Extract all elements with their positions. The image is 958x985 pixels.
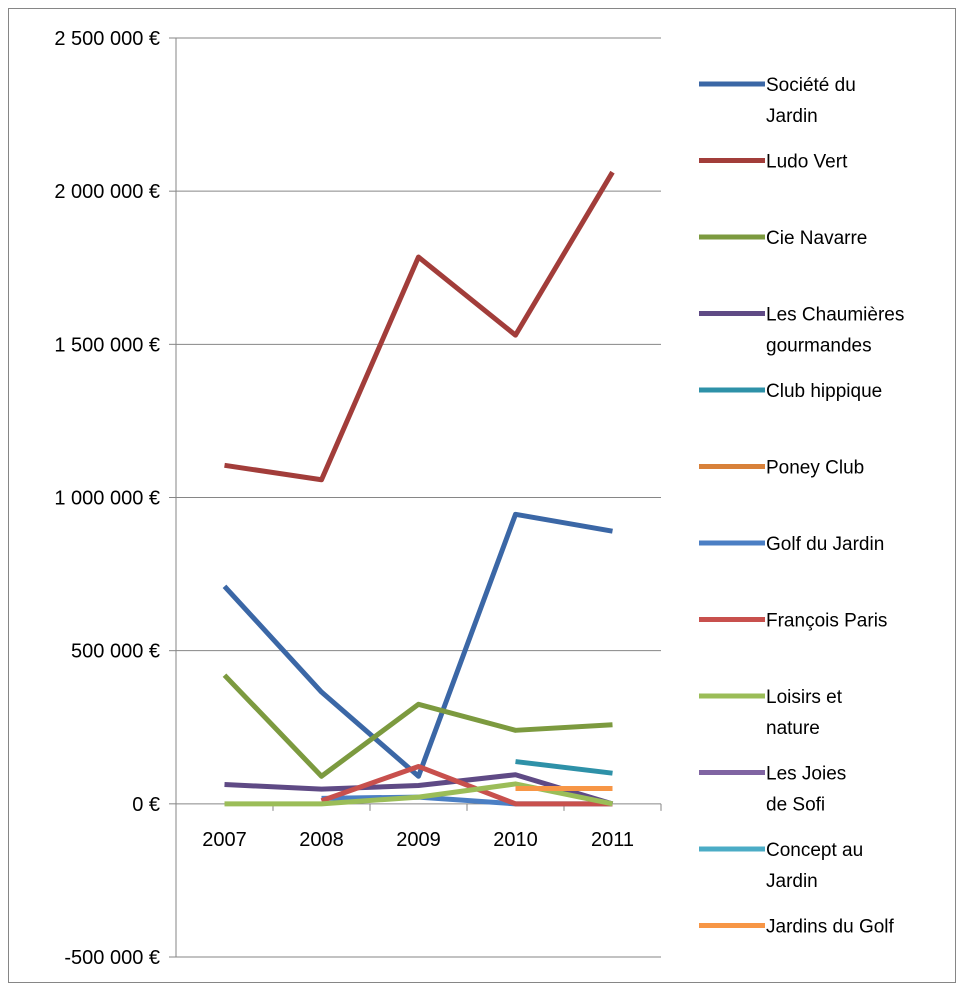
legend-label: Cie Navarre [766,228,867,249]
y-axis-tick-labels: 2 500 000 € 2 000 000 € 1 500 000 € 1 000 0… [54,28,160,969]
legend-item-cie-navarre: Cie Navarre [699,228,867,249]
legend-label: Jardin [766,106,818,127]
legend-label: Poney Club [766,458,864,479]
legend-item-francois-paris: François Paris [699,611,887,632]
series-lines [222,170,615,807]
legend-item-ludo-vert: Ludo Vert [699,152,848,173]
legend-label: Les Joies [766,764,846,785]
y-tick-label: 1 500 000 € [54,334,160,356]
legend-item-club-hippique: Club hippique [699,381,882,402]
series-line-francois-paris [320,763,613,807]
legend-label: de Sofi [766,795,825,816]
x-tick-label: 2011 [591,829,634,851]
series-line-societe-du-jardin [222,511,613,779]
legend-item-concept-au-jardin: Concept au Jardin [699,840,863,892]
legend-label: nature [766,718,820,739]
x-tick-label: 2009 [396,829,441,851]
y-tick-label: 500 000 € [71,641,160,663]
legend-item-poney-club: Poney Club [699,458,864,479]
legend-label: Société du [766,75,856,96]
legend-label: Golf du Jardin [766,534,884,555]
y-tick-label: 2 500 000 € [54,28,160,50]
legend-item-les-chaumieres-gourmandes: Les Chaumières gourmandes [699,305,904,357]
y-tick-label: -500 000 € [64,947,160,969]
x-tick-label: 2007 [202,829,247,851]
x-axis-tick-labels: 2007 2008 2009 2010 2011 [202,829,634,851]
x-tick-label: 2008 [299,829,344,851]
legend-label: Ludo Vert [766,152,848,173]
line-chart: 2 500 000 € 2 000 000 € 1 500 000 € 1 000 0… [54,28,904,969]
legend-label: gourmandes [766,336,872,357]
series-line-les-chaumieres-gourmandes [224,772,614,807]
legend-label: Concept au [766,840,863,861]
legend-item-golf-du-jardin: Golf du Jardin [699,534,884,555]
legend-item-les-joies-de-sofi: Les Joies de Sofi [699,764,846,816]
legend: Société du Jardin Ludo Vert Cie Navarre Les … [699,75,904,938]
legend-label: Jardin [766,871,818,892]
x-tick-label: 2010 [493,829,538,851]
y-tick-label: 2 000 000 € [54,181,160,203]
series-line-ludo-vert [224,170,615,483]
series-line-club-hippique [515,759,613,776]
legend-label: Loisirs et [766,687,843,708]
legend-label: Club hippique [766,381,882,402]
legend-label: Jardins du Golf [766,917,895,938]
y-tick-label: 0 € [132,794,160,816]
legend-label: Les Chaumières [766,305,904,326]
y-tick-label: 1 000 000 € [54,488,160,510]
legend-item-jardins-du-golf: Jardins du Golf [699,917,895,938]
chart-frame: 2 500 000 € 2 000 000 € 1 500 000 € 1 000 0… [8,8,956,983]
series-line-cie-navarre [222,673,613,779]
gridlines [176,37,661,958]
legend-item-loisirs-et-nature: Loisirs et nature [699,687,843,739]
legend-label: François Paris [766,611,887,632]
legend-item-societe-du-jardin: Société du Jardin [699,75,856,127]
